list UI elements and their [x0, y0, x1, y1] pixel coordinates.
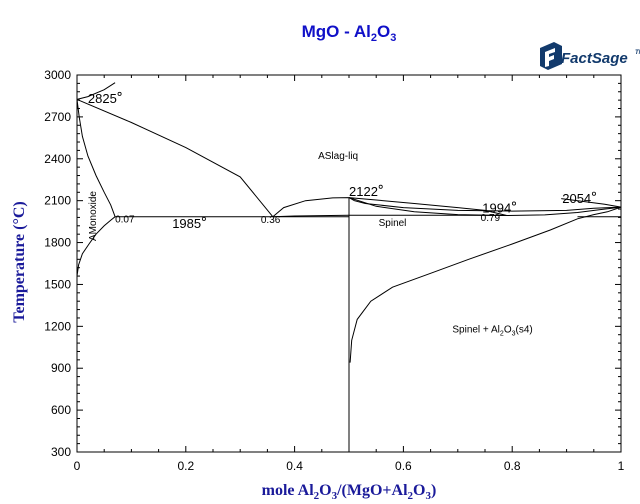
x-title-sub: 2: [314, 490, 320, 502]
region-label-monoxide: AMonoxide: [88, 191, 99, 241]
temperature-label: 1985: [172, 216, 201, 231]
x-tick-label: 0.2: [177, 459, 194, 473]
y-tick-label: 900: [51, 361, 71, 375]
logo-mark-highlight: [545, 48, 555, 67]
chart-title-part: O: [377, 22, 390, 41]
y-tick-label: 300: [51, 445, 71, 459]
degree-mark: [117, 91, 122, 96]
label-subscript: 2: [500, 331, 504, 338]
x-title-part: ): [431, 482, 436, 499]
y-tick-label: 2700: [44, 110, 71, 124]
phase-boundary-3: [76, 99, 116, 217]
degree-mark: [378, 184, 383, 189]
x-tick-label: 0.6: [395, 459, 412, 473]
composition-label: 0.07: [115, 214, 135, 225]
label-part: (s4): [516, 325, 533, 336]
phase-boundary-9: [348, 197, 622, 212]
phase-boundary-12: [349, 206, 622, 363]
composition-label: 0.36: [261, 215, 281, 226]
temperature-label: 2122: [349, 184, 378, 199]
temperature-label: 2825: [88, 91, 117, 106]
y-tick-label: 2400: [44, 152, 71, 166]
chart-title: MgO - Al2O3: [302, 22, 397, 44]
phase-boundary-10: [561, 198, 622, 208]
axis-ticks: 300 600 900 1200 1500 1800 2100 2400 2700 3000 0 0.…: [44, 68, 624, 473]
label-subscript: 3: [512, 331, 516, 338]
x-title-sub: 3: [426, 490, 432, 502]
x-title-sub: 3: [332, 490, 338, 502]
x-title-part: mole Al: [262, 482, 315, 499]
x-tick-label: 0.4: [286, 459, 303, 473]
phase-boundaries: [76, 82, 622, 452]
region-label: Spinel: [379, 218, 407, 229]
temperature-label: 2054: [562, 191, 591, 206]
x-tick-label: 1: [618, 459, 625, 473]
composition-label: 0.79: [481, 213, 501, 224]
degree-mark: [201, 216, 206, 221]
chart-title-sub: 2: [371, 32, 377, 44]
label-part: O: [504, 325, 512, 336]
phase-boundary-1: [76, 98, 274, 218]
annotations: ASlag-liq Spinel AMonoxide Spinel + Al2O3(s…: [88, 91, 596, 338]
y-tick-label: 600: [51, 403, 71, 417]
phase-boundary-6: [272, 197, 507, 218]
y-tick-label: 3000: [44, 68, 71, 82]
y-tick-label: 1500: [44, 277, 71, 291]
phase-boundary-4: [76, 216, 116, 277]
x-title-part: /(MgO+Al: [336, 482, 408, 499]
label-part: Spinel + Al: [452, 325, 500, 336]
logo-text: FactSage: [561, 50, 628, 67]
y-tick-label: 1800: [44, 236, 71, 250]
logo-mark: [540, 42, 562, 70]
region-label: ASlag-liq: [318, 151, 358, 162]
x-axis-title: mole Al2O3/(MgO+Al2O3): [262, 482, 437, 502]
x-tick-label: 0: [74, 459, 81, 473]
y-tick-label: 2100: [44, 194, 71, 208]
phase-boundary-2: [76, 82, 116, 100]
temperature-label: 1994: [482, 201, 511, 216]
logo-trademark: TM: [635, 50, 640, 56]
degree-mark: [591, 191, 596, 196]
x-tick-label: 0.8: [504, 459, 521, 473]
chart-title-part: MgO - Al: [302, 22, 371, 41]
x-title-sub: 2: [408, 490, 414, 502]
factsage-logo: FactSage TM: [540, 42, 640, 70]
phase-boundary-8: [348, 197, 622, 217]
degree-mark: [511, 201, 516, 206]
y-tick-label: 1200: [44, 319, 71, 333]
x-title-part: O: [413, 482, 425, 499]
x-title-part: O: [319, 482, 331, 499]
y-axis-title: Temperature (°C): [11, 201, 28, 322]
chart-title-sub: 3: [390, 32, 396, 44]
region-label-spinel-al2o3: Spinel + Al2O3(s4): [452, 325, 532, 338]
